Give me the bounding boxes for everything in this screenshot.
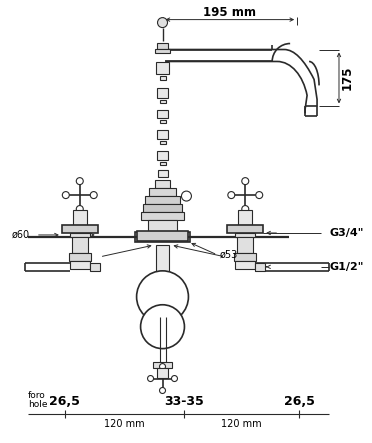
Circle shape	[148, 376, 154, 381]
Bar	[160, 77, 166, 81]
Text: G1/2": G1/2"	[329, 262, 363, 272]
Circle shape	[157, 18, 167, 27]
Circle shape	[228, 191, 235, 198]
Bar	[141, 212, 185, 220]
Text: 33-35: 33-35	[164, 395, 204, 408]
Bar	[135, 232, 190, 242]
Circle shape	[242, 178, 249, 185]
Text: ø60: ø60	[12, 230, 30, 240]
Circle shape	[76, 206, 83, 213]
Circle shape	[160, 388, 166, 393]
Text: 120 mm: 120 mm	[221, 420, 262, 429]
Bar	[157, 170, 167, 177]
Text: 26,5: 26,5	[284, 395, 315, 408]
Bar	[235, 261, 255, 269]
Text: ø53: ø53	[219, 250, 238, 260]
Circle shape	[182, 191, 192, 201]
Bar	[70, 261, 90, 269]
Bar	[137, 231, 189, 241]
Bar	[157, 89, 169, 98]
Circle shape	[242, 206, 249, 213]
Bar	[72, 237, 88, 253]
Bar	[70, 233, 90, 237]
Bar	[157, 151, 169, 160]
Circle shape	[160, 364, 166, 369]
Bar	[157, 368, 169, 377]
Bar	[154, 49, 170, 53]
Bar	[148, 188, 176, 196]
Text: hole: hole	[28, 400, 47, 409]
Circle shape	[171, 376, 177, 381]
Circle shape	[90, 191, 97, 198]
Bar	[90, 263, 100, 271]
Bar	[148, 220, 177, 232]
Bar	[235, 225, 255, 233]
Text: 26,5: 26,5	[49, 395, 80, 408]
Circle shape	[76, 178, 83, 185]
Bar	[142, 204, 182, 212]
Text: foro: foro	[28, 391, 46, 400]
Bar	[153, 361, 173, 368]
Text: 175: 175	[340, 66, 353, 90]
Bar	[157, 130, 169, 139]
Bar	[160, 162, 166, 165]
Text: 195 mm: 195 mm	[203, 6, 256, 19]
Bar	[73, 210, 87, 225]
Bar	[160, 101, 166, 103]
Bar	[155, 245, 170, 317]
Bar	[160, 120, 166, 123]
Circle shape	[137, 271, 189, 323]
Bar	[160, 141, 166, 144]
Circle shape	[256, 191, 263, 198]
Bar	[154, 180, 170, 188]
Bar	[155, 62, 170, 74]
Text: G3/4": G3/4"	[329, 228, 363, 238]
Bar	[227, 225, 263, 233]
Bar	[234, 253, 256, 261]
Text: 120 mm: 120 mm	[104, 420, 145, 429]
Bar	[157, 110, 169, 118]
Bar	[237, 237, 253, 253]
Bar	[62, 225, 98, 233]
Bar	[157, 43, 169, 49]
Bar	[255, 263, 265, 271]
Bar	[235, 233, 255, 237]
Circle shape	[141, 305, 185, 349]
Circle shape	[62, 191, 69, 198]
Bar	[238, 210, 252, 225]
Bar	[70, 225, 90, 233]
Bar	[145, 196, 180, 204]
Bar	[69, 253, 91, 261]
